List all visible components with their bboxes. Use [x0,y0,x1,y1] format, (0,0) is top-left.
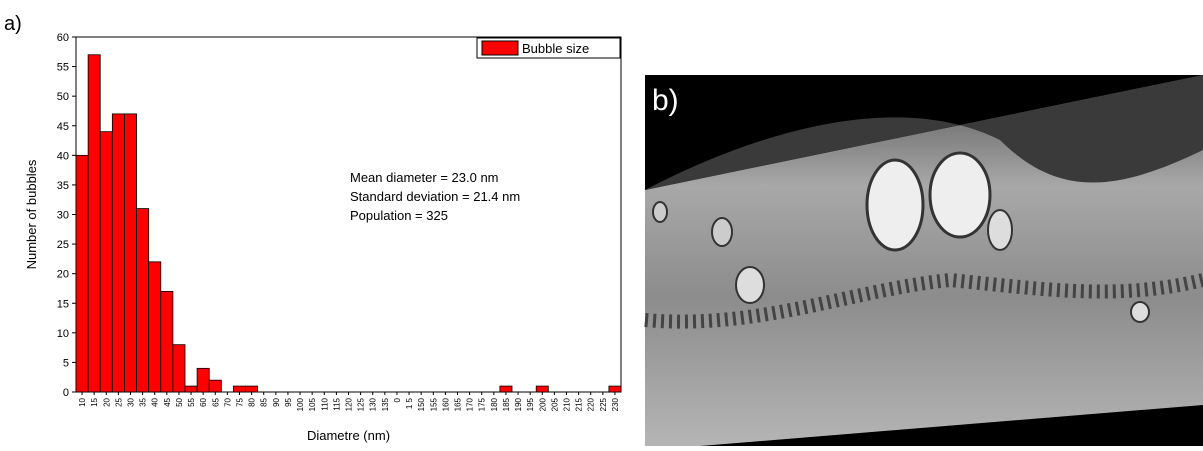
x-tick-label: 190 [514,397,523,411]
bar [75,154,89,393]
x-tick-label: 130 [369,397,378,411]
x-tick-label: 105 [308,397,317,411]
bar [172,344,186,393]
x-tick-label: 60 [199,397,208,406]
annotation: Standard deviation = 21.4 nm [350,189,520,204]
legend-swatch [481,40,519,56]
x-tick-label: 35 [139,397,148,406]
x-tick-label: 20 [102,397,111,406]
x-tick-label: 205 [550,397,559,411]
x-tick-label: 80 [248,397,257,406]
x-tick-label: 45 [163,397,172,406]
bar [99,131,113,393]
y-tick-label: 15 [57,298,69,310]
bar [148,261,162,393]
x-tick-label: 155 [429,397,438,411]
bar [160,291,174,393]
y-tick-label: 0 [63,387,69,399]
x-tick-label: 0 [393,397,402,402]
x-tick-label: 170 [466,397,475,411]
x-tick-label: 55 [187,397,196,406]
y-tick-label: 60 [57,32,69,44]
annotation: Mean diameter = 23.0 nm [350,170,499,185]
x-tick-label: 230 [611,397,620,411]
y-axis-label: Number of bubbles [24,159,39,269]
x-tick-label: 95 [284,397,293,406]
x-tick-label: 180 [490,397,499,411]
bar [196,367,210,393]
x-tick-label: 215 [575,397,584,411]
legend-label: Bubble size [522,41,589,56]
x-tick-label: 125 [357,397,366,411]
x-tick-label: 50 [175,397,184,406]
y-tick-label: 10 [57,328,69,340]
bar [535,385,549,393]
y-tick-label: 25 [57,239,69,251]
x-tick-label: 225 [599,397,608,411]
panel-label: a) [4,13,22,35]
x-tick-label: 75 [236,397,245,406]
panel-label: b) [652,84,679,117]
x-tick-label: 210 [563,397,572,411]
y-tick-label: 50 [57,91,69,103]
bar [608,385,622,393]
bar [87,54,101,393]
bar [245,385,259,393]
x-tick-label: 150 [417,397,426,411]
x-tick-label: 70 [223,397,232,406]
x-tick-label: 110 [320,397,329,410]
x-tick-label: 220 [587,397,596,411]
bar [499,385,513,393]
x-tick-label: 115 [332,397,341,410]
y-tick-label: 20 [57,269,69,281]
bar [208,379,222,393]
bar [111,113,125,393]
x-tick-label: 165 [454,397,463,411]
x-tick-label: 160 [441,397,450,411]
y-tick-label: 5 [63,357,69,369]
x-tick-label: 25 [114,397,123,406]
x-axis-label: Diametre (nm) [307,428,390,443]
x-tick-label: 10 [78,397,87,406]
bar [136,208,150,393]
y-tick-label: 35 [57,180,69,192]
y-tick-label: 55 [57,62,69,74]
bar [124,113,137,393]
x-tick-label: 90 [272,397,281,406]
x-tick-label: 1 5 [405,397,414,409]
bar [184,385,198,393]
x-tick-label: 200 [538,397,547,411]
x-tick-label: 40 [151,397,160,406]
x-tick-label: 195 [526,397,535,411]
y-tick-label: 45 [57,121,69,133]
x-tick-label: 100 [296,397,305,411]
annotation: Population = 325 [350,208,448,223]
x-tick-label: 65 [211,397,220,406]
x-tick-label: 185 [502,397,511,411]
x-tick-label: 120 [345,397,354,411]
x-tick-label: 15 [90,397,99,406]
x-tick-label: 85 [260,397,269,406]
bar [233,385,246,393]
x-tick-label: 135 [381,397,390,411]
x-tick-label: 30 [127,397,136,406]
x-tick-label: 175 [478,397,487,411]
y-tick-label: 40 [57,150,69,162]
micrograph: b) [644,75,1203,446]
y-tick-label: 30 [57,210,69,222]
